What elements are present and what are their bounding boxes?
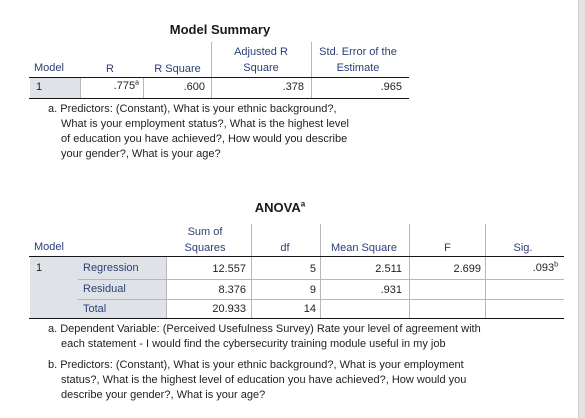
anova-header-sig: Sig. [513,242,533,254]
anova-cell-df: 14 [303,303,316,315]
bottom-rule [29,98,409,99]
anova-row-label-regression: Regression [83,262,139,274]
header-divider [409,224,410,256]
cell-divider [409,257,410,318]
header-rule [29,77,409,78]
model-summary-footnote: a. Predictors: (Constant), What is your … [48,103,349,160]
anova-cell-ss: 12.557 [212,263,246,275]
header-std-error: Std. Error of the Estimate [319,46,397,74]
model-summary-title: Model Summary [169,22,271,37]
cell-divider [80,78,81,98]
cell-divider [485,257,486,318]
anova-cell-df: 9 [309,284,316,296]
header-adjusted-r-square: Adjusted R Square [234,46,288,74]
anova-cell-ms: 2.511 [375,263,402,275]
anova-cell-sig: .093b [532,261,558,274]
anova-header-df: df [280,242,290,254]
cell-divider [143,78,144,98]
anova-model-shade [30,257,78,318]
cell-divider [320,257,321,318]
header-model: Model [34,62,64,74]
anova-row-label-total: Total [83,303,107,315]
cell-r-square: .600 [183,81,205,93]
header-divider [251,224,252,256]
cell-divider [166,257,167,318]
row-divider [78,299,564,300]
cell-r: .775a [113,79,139,92]
anova-row-label-residual: Residual [83,283,126,295]
anova-bottom-rule [29,318,564,319]
anova-header-rule [29,256,564,257]
header-divider [311,42,312,78]
header-divider [211,42,212,78]
header-divider [320,224,321,256]
row-divider [78,279,564,280]
cell-divider [311,78,312,98]
model-cell-shade [30,78,80,98]
cell-divider [211,78,212,98]
anova-cell-model: 1 [36,262,43,274]
anova-header-f: F [444,242,451,254]
cell-model: 1 [36,81,43,93]
anova-cell-f: 2.699 [453,263,481,275]
anova-header-model: Model [34,241,64,253]
anova-cell-ss: 8.376 [218,284,246,296]
anova-title: ANOVAa [254,199,306,215]
cell-adjusted-r-square: .378 [282,81,304,93]
header-divider [485,224,486,256]
anova-footnote-b: b. Predictors: (Constant), What is your … [48,359,467,401]
anova-cell-ss: 20.933 [212,303,246,315]
anova-row-label-shade [78,257,166,318]
cell-std-error: .965 [380,81,402,93]
anova-header-sum-of-squares: Sum of Squares [184,226,226,254]
anova-cell-df: 5 [309,263,316,275]
anova-header-mean-square: Mean Square [330,242,398,254]
window-edge [578,0,585,418]
anova-cell-ms: .931 [380,284,402,296]
header-r: R [106,63,114,75]
cell-divider [251,257,252,318]
header-r-square: R Square [154,63,201,75]
anova-footnote-a: a. Dependent Variable: (Perceived Useful… [48,323,481,350]
